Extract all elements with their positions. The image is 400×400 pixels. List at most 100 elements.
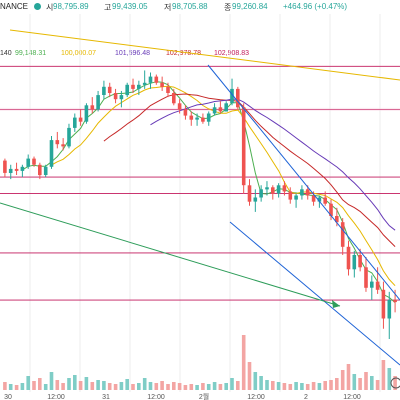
volume-bar: [300, 383, 304, 390]
ma4-value: 102,978.78: [166, 50, 202, 57]
volume-bar: [119, 382, 124, 390]
ma3-value: 101,596.48: [115, 50, 151, 57]
candle-body: [166, 86, 170, 93]
ma2-value: 100,000.07: [61, 50, 97, 57]
exchange-label: NANCE: [0, 2, 29, 11]
candle-body: [3, 160, 7, 173]
volume-bar: [282, 383, 287, 390]
candle-body: [236, 88, 240, 108]
candle-body: [224, 103, 228, 112]
candle-body: [358, 255, 362, 268]
candle-body: [183, 109, 188, 116]
volume-bar: [294, 382, 298, 390]
volume-bar: [142, 378, 147, 390]
candle-body: [305, 189, 310, 196]
status-dot-icon: [34, 3, 41, 10]
candle-body: [160, 82, 164, 87]
volume-bar: [212, 382, 217, 390]
x-axis-tick-label: 12:00: [47, 394, 65, 400]
volume-bar: [201, 383, 205, 390]
volume-bar: [8, 384, 13, 390]
candle-body: [346, 246, 351, 270]
candle-body: [14, 168, 19, 171]
candle-body: [212, 107, 217, 114]
candle-body: [8, 168, 13, 173]
volume-bar: [49, 372, 54, 390]
volume-bar: [20, 383, 25, 390]
volume-bar: [38, 378, 42, 390]
candle-body: [90, 105, 95, 110]
x-axis-tick-label: 12:00: [147, 394, 165, 400]
volume-bar: [305, 384, 310, 390]
candle-body: [288, 191, 293, 200]
candle-body: [125, 84, 129, 96]
volume-bar: [61, 383, 65, 390]
x-axis-tick-label: 12:00: [247, 394, 265, 400]
candle-body: [137, 84, 141, 89]
volume-bar: [370, 376, 374, 390]
volume-bar: [265, 380, 269, 390]
ma5-value: 102,908.83: [214, 50, 250, 57]
candle-body: [294, 195, 298, 200]
open-value: 98,795.89: [53, 2, 89, 11]
volume-bar: [276, 382, 281, 390]
volume-bar: [224, 383, 228, 390]
candle-body: [230, 88, 234, 104]
x-axis-tick-label: 2: [304, 394, 308, 400]
candle-body: [131, 84, 135, 89]
candle-body: [247, 185, 252, 202]
volume-bar: [375, 380, 380, 390]
candle-body: [107, 86, 112, 93]
volume-bar: [160, 381, 164, 390]
volume-bar: [346, 364, 351, 390]
candle-body: [96, 95, 100, 110]
ma-first-value: 140: [0, 50, 12, 57]
volume-bar: [288, 384, 293, 390]
volume-bar: [253, 372, 258, 390]
candle-body: [370, 281, 374, 288]
candle-body: [282, 185, 287, 192]
candle-body: [113, 93, 118, 100]
candle-body: [300, 189, 304, 196]
volume-bar: [329, 380, 333, 390]
volume-bar: [84, 377, 89, 390]
volume-bar: [166, 384, 170, 390]
x-axis-tick-label: 12:00: [343, 394, 361, 400]
candle-body: [259, 189, 263, 198]
candle-body: [61, 144, 65, 147]
volume-bar: [177, 383, 182, 390]
candle-body: [67, 127, 71, 147]
volume-bar: [183, 385, 188, 390]
volume-bar: [90, 382, 95, 390]
volume-bar: [323, 381, 327, 390]
candle-body: [78, 117, 83, 122]
candle-body: [32, 158, 36, 165]
volume-bar: [43, 384, 48, 390]
low-label: 저: [164, 3, 172, 12]
candle-body: [55, 140, 60, 145]
volume-bar: [154, 383, 159, 390]
volume-bar: [26, 376, 30, 390]
candle-body: [352, 255, 357, 270]
volume-bar: [259, 376, 263, 390]
volume-bar: [137, 383, 141, 390]
candle-body: [26, 158, 30, 167]
candle-body: [335, 216, 339, 223]
volume-bar: [311, 382, 316, 390]
arrow-head-icon: [332, 300, 340, 308]
volume-bar: [241, 335, 246, 390]
ohlc-header: NANCE 시 98,795.89 고 99,439.05 저 98,705.8…: [0, 0, 400, 14]
volume-bar: [352, 374, 357, 390]
volume-bar: [387, 368, 392, 390]
candle-body: [364, 267, 368, 288]
volume-bar: [172, 382, 176, 390]
candle-body: [38, 164, 42, 176]
close-value: 99,260.84: [232, 2, 268, 11]
trendline-blue-lower: [229, 221, 400, 366]
volume-bar: [113, 384, 118, 390]
trendline-arrow: [0, 202, 341, 307]
candle-body: [201, 117, 205, 122]
candle-body: [375, 281, 380, 290]
